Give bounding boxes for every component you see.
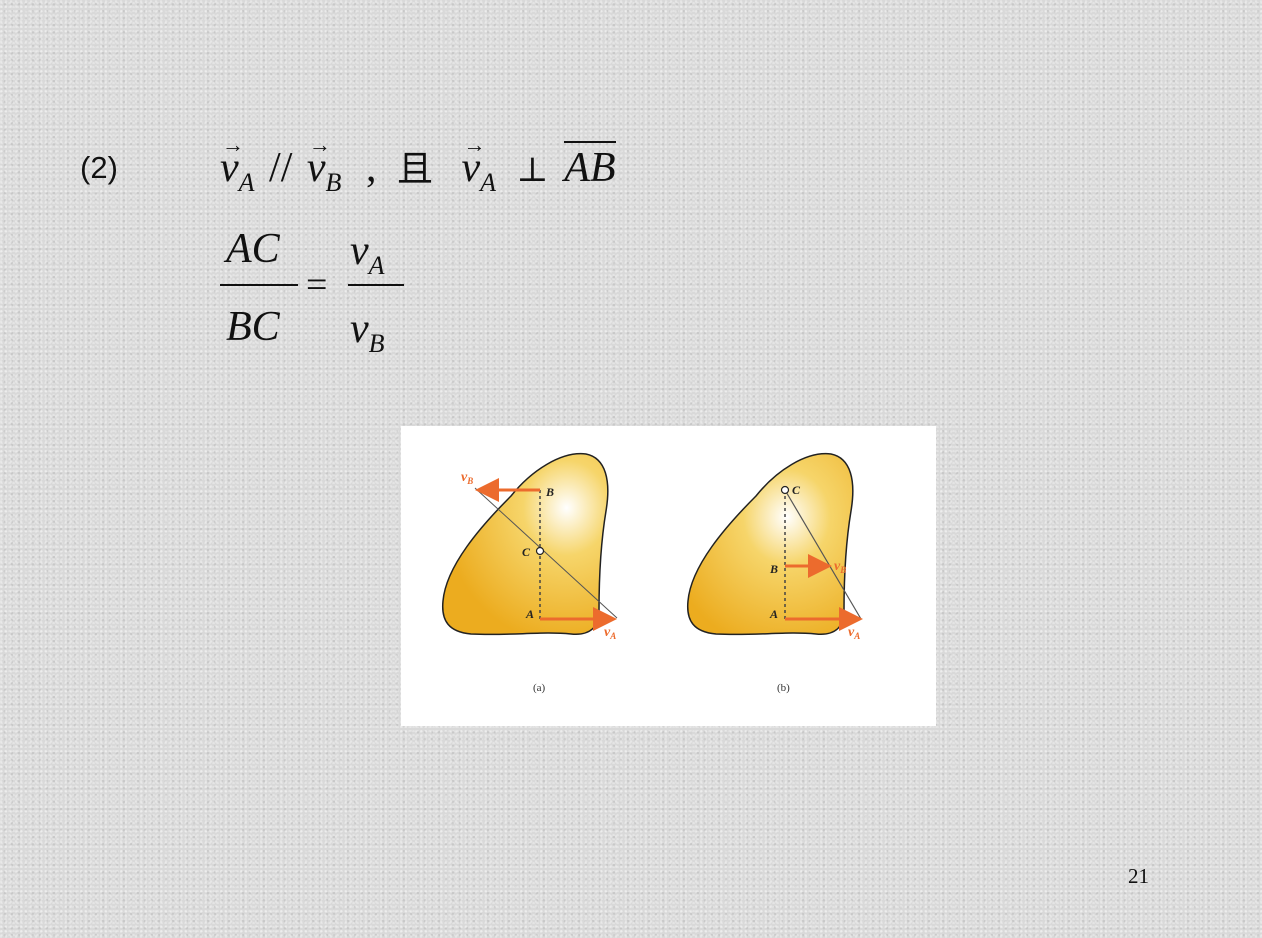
subscript-a: A [238,168,255,197]
subscript: A [853,631,860,641]
vector-arrow: → [222,132,244,157]
vector-letter: v [306,145,326,191]
instant-center-c-a [535,546,545,556]
subscript-a-2: A [480,168,496,197]
vector-letter: v [220,145,239,191]
velocity-b-label-a: vB [461,470,473,486]
vector-letter: v [848,625,855,640]
ratio-formula: AC BC = vA vB [218,225,418,365]
caption-a: (a) [533,682,546,694]
numerator-ac: AC [226,226,280,272]
vector-va: → v [220,132,244,192]
item-number: (2) [80,150,118,185]
parallel-symbol: // [269,145,293,191]
label-c-a: C [522,545,531,559]
label-a-a: A [525,607,534,621]
segment-ab: AB [564,141,616,191]
subscript-b: B [368,329,385,358]
fraction-bar-right [348,284,404,286]
vector-arrow: → [463,132,486,157]
comma: , [365,145,377,191]
label-b-b: B [769,562,778,576]
vector-arrow: → [308,132,331,157]
figure-panel: B C A vB vA (a) C B A vB vA (b) [401,426,936,726]
subscript: B [839,565,846,575]
perpendicular-symbol: ⊥ [516,150,549,190]
denominator-vb: vB [350,305,385,358]
subscript-a: A [368,251,385,280]
subscript-b: B [325,168,342,197]
velocity-a-label-a: vA [604,625,616,641]
vector-letter: v [350,228,369,274]
label-a-b: A [769,607,778,621]
subscript: A [609,631,616,641]
page-number: 21 [1128,864,1149,888]
panel-a: B C A vB vA (a) [441,453,618,694]
denominator-bc: BC [226,304,280,350]
condition-formula: → vA // → vB , 且 → vA ⊥ AB [220,132,616,197]
label-b-a: B [545,485,554,499]
caption-b: (b) [777,682,790,694]
velocity-a-label-b: vA [848,625,860,641]
fraction-bar-left [220,284,298,286]
label-c-b: C [792,483,801,497]
panel-b: C B A vB vA (b) [686,453,863,694]
vector-letter: v [461,470,468,485]
vector-letter: v [604,625,611,640]
rigid-body-a [441,453,609,636]
vector-letter: v [350,306,369,352]
velocity-b-label-b: vB [834,559,846,575]
velocity-tip-line-a [474,487,618,619]
subscript: B [466,476,473,486]
numerator-va: vA [350,227,385,280]
vector-letter: v [461,145,481,191]
and-character: 且 [396,149,433,190]
vector-letter: v [834,559,841,574]
instant-center-c-b [780,485,790,495]
figure-diagram: B C A vB vA (a) C B A vB vA (b) [441,453,863,694]
rigid-body-b [686,453,854,636]
vector-vb: → v [306,132,331,192]
equals-sign: = [306,264,328,306]
vector-va-2: → v [461,132,485,192]
